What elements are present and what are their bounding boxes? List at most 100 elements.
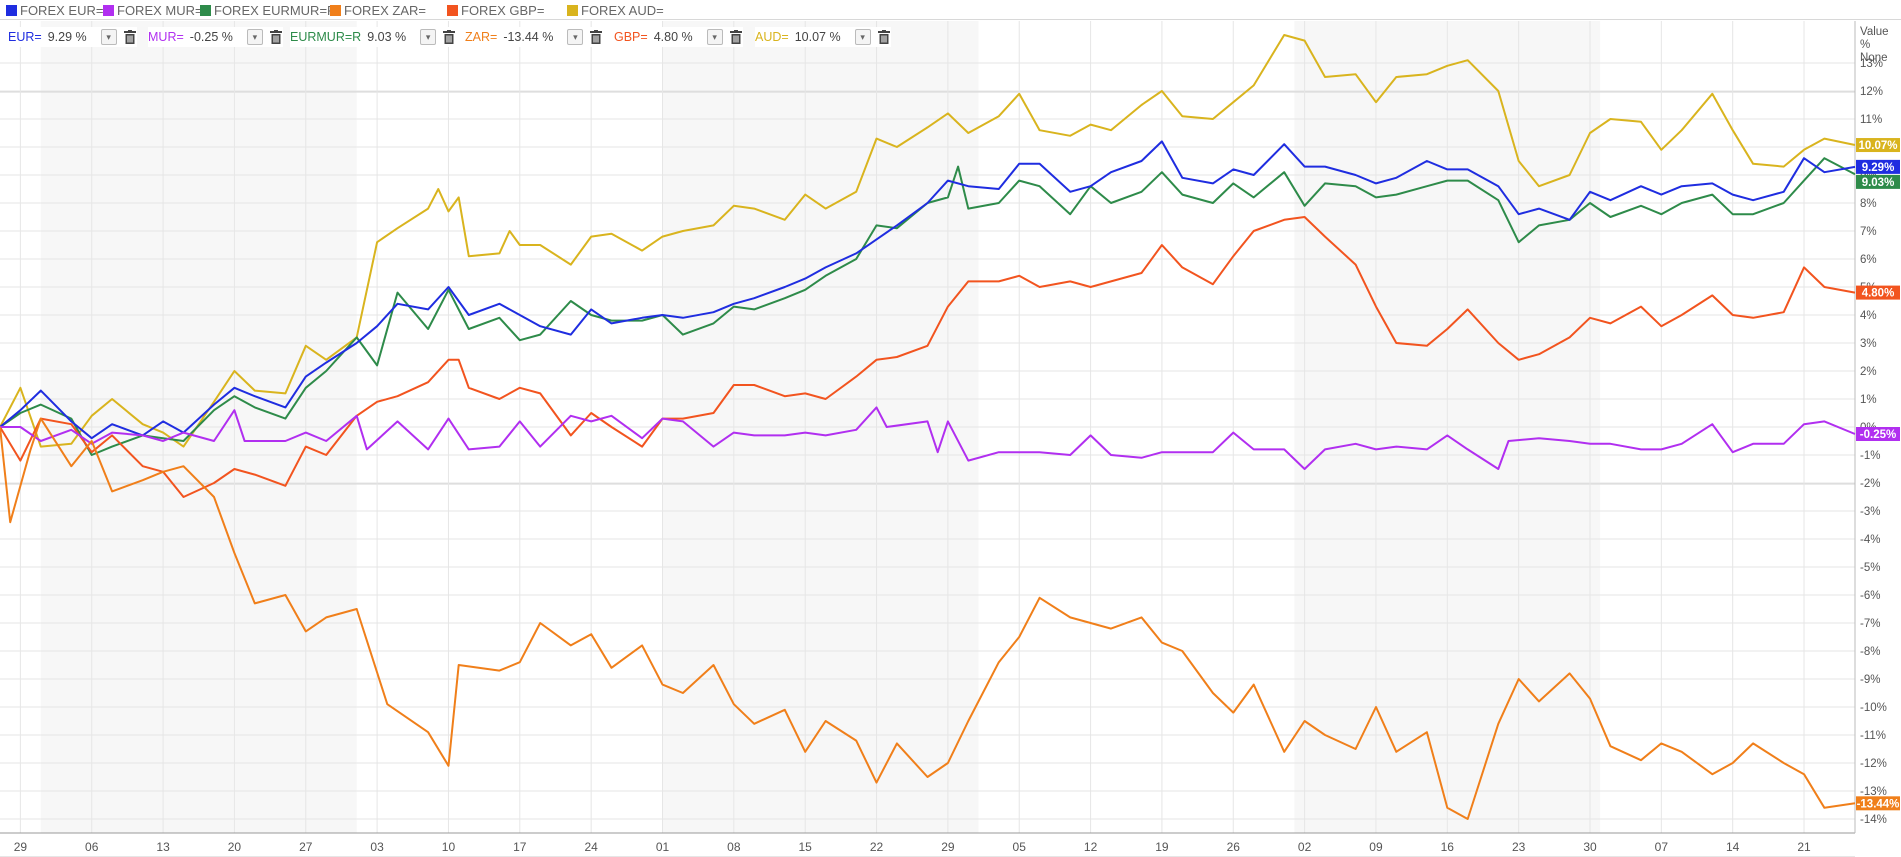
last-value-label: 4.80%: [1862, 288, 1895, 300]
x-tick-label: 15: [799, 840, 813, 854]
trash-icon[interactable]: [269, 29, 283, 45]
y-tick-label: -2%: [1860, 478, 1880, 490]
series-line-forex-mur: [0, 406, 1856, 470]
series-control: AUD= 10.07 % ▾: [755, 27, 891, 47]
y-tick-label: -14%: [1860, 814, 1887, 826]
y-tick-label: -4%: [1860, 534, 1880, 546]
y-tick-label: 6%: [1860, 254, 1877, 266]
chevron-down-icon[interactable]: ▾: [854, 29, 871, 45]
legend-label: FOREX EURMUR=R: [214, 2, 337, 18]
last-value-badge-forex-mur: [1856, 427, 1900, 441]
x-tick-label: 27: [299, 840, 313, 854]
y-tick-label: 4%: [1860, 310, 1877, 322]
x-tick-label: 14: [1726, 840, 1740, 854]
legend-item[interactable]: FOREX ZAR=: [330, 3, 426, 18]
x-tick-label: 20: [228, 840, 242, 854]
forex-performance-chart: 13%12%11%10%9%8%7%6%5%4%3%2%1%0%-1%-2%-3…: [0, 21, 1900, 857]
legend-label: FOREX GBP=: [461, 2, 545, 18]
y-tick-label: -3%: [1860, 506, 1880, 518]
x-tick-label: 29: [14, 840, 28, 854]
last-value-badge-forex-gbp: [1856, 285, 1900, 300]
x-tick-label: 09: [1369, 840, 1383, 854]
x-tick-label: 24: [584, 840, 598, 854]
series-control-name: EURMUR=R: [290, 30, 362, 44]
legend-swatch: [103, 4, 114, 16]
chevron-down-icon[interactable]: ▾: [246, 29, 263, 45]
series-control-value: 9.03 %: [367, 30, 407, 44]
chart-frame: 13%12%11%10%9%8%7%6%5%4%3%2%1%0%-1%-2%-3…: [0, 21, 1901, 857]
last-value-badge-forex-eur: [1856, 159, 1900, 174]
y-tick-label: 8%: [1860, 198, 1877, 210]
y-axis-title-line2: None: [1860, 52, 1888, 64]
x-tick-label: 06: [85, 840, 99, 854]
x-tick-label: 22: [870, 840, 884, 854]
legend-swatch: [6, 4, 17, 16]
y-tick-label: 3%: [1860, 338, 1877, 350]
series-line-forex-eur: [0, 140, 1856, 440]
series-control-name: GBP=: [614, 30, 648, 44]
y-tick-label: -13%: [1860, 786, 1887, 798]
last-value-label: 9.29%: [1862, 162, 1895, 174]
legend-item[interactable]: FOREX EUR=: [6, 2, 104, 18]
y-tick-label: -6%: [1860, 590, 1880, 602]
series-control-name: AUD=: [755, 30, 789, 44]
x-tick-label: 12: [1084, 840, 1098, 854]
x-tick-label: 02: [1298, 840, 1312, 854]
legend-item[interactable]: FOREX GBP=: [447, 2, 545, 18]
series-control-name: MUR=: [148, 30, 184, 44]
series-control-name: ZAR=: [465, 30, 498, 44]
x-tick-label: 13: [156, 840, 170, 854]
x-tick-label: 01: [656, 840, 670, 854]
series-control-name: EUR=: [8, 30, 42, 44]
y-tick-label: 13%: [1860, 58, 1883, 70]
trash-icon[interactable]: [442, 29, 456, 45]
chevron-down-icon[interactable]: ▾: [100, 29, 117, 45]
x-tick-label: 26: [1227, 840, 1241, 854]
y-tick-label: -12%: [1860, 758, 1887, 770]
y-axis-title-line1: Value %: [1860, 26, 1889, 51]
series-line-forex-gbp: [0, 216, 1856, 498]
series-control: ZAR= -13.44 % ▾: [465, 27, 604, 47]
chevron-down-icon[interactable]: ▾: [706, 29, 723, 45]
legend-swatch: [200, 4, 211, 16]
x-tick-label: 19: [1155, 840, 1169, 854]
chevron-down-icon[interactable]: ▾: [567, 29, 584, 45]
last-value-label: -13.44%: [1857, 798, 1900, 810]
last-value-label: 10.07%: [1858, 140, 1897, 152]
series-control-value: 10.07 %: [794, 30, 841, 44]
last-value-label: 9.03%: [1862, 177, 1895, 189]
series-control: EUR= 9.29 % ▾: [8, 27, 137, 47]
series-control-value: -0.25 %: [189, 30, 233, 44]
series-line-forex-aud: [0, 34, 1856, 448]
chart-legend: FOREX EUR= FOREX MUR= FOREX EURMUR=R FOREX …: [0, 0, 1901, 20]
series-line-forex-zar: [0, 417, 1856, 820]
last-value-badge-forex-eurmur-r: [1856, 174, 1900, 189]
x-tick-label: 07: [1655, 840, 1669, 854]
legend-item[interactable]: FOREX AUD=: [567, 3, 664, 18]
last-value-badge-forex-aud: [1856, 138, 1900, 153]
legend-swatch: [330, 4, 341, 16]
trash-icon[interactable]: [729, 29, 743, 45]
legend-label: FOREX EUR=: [20, 2, 104, 18]
trash-icon[interactable]: [589, 29, 603, 45]
x-tick-label: 05: [1013, 840, 1027, 854]
y-tick-label: -5%: [1860, 562, 1880, 574]
chevron-down-icon[interactable]: ▾: [420, 29, 437, 45]
x-tick-label: 17: [513, 840, 527, 854]
x-tick-label: 21: [1797, 840, 1811, 854]
y-tick-label: -8%: [1860, 646, 1880, 658]
x-tick-label: 03: [370, 840, 384, 854]
last-value-badge-forex-zar: [1856, 796, 1900, 811]
legend-item[interactable]: FOREX EURMUR=R: [200, 2, 337, 18]
y-tick-label: -7%: [1860, 618, 1880, 630]
trash-icon[interactable]: [123, 29, 137, 45]
trash-icon[interactable]: [877, 29, 891, 45]
series-line-forex-eurmur-r: [0, 157, 1856, 456]
y-tick-label: -10%: [1860, 702, 1887, 714]
y-tick-label: 7%: [1860, 226, 1877, 238]
y-tick-label: 12%: [1860, 86, 1883, 98]
x-tick-label: 29: [941, 840, 955, 854]
legend-item[interactable]: FOREX MUR=: [103, 2, 203, 18]
x-tick-label: 30: [1583, 840, 1597, 854]
legend-label: FOREX MUR=: [117, 2, 203, 18]
